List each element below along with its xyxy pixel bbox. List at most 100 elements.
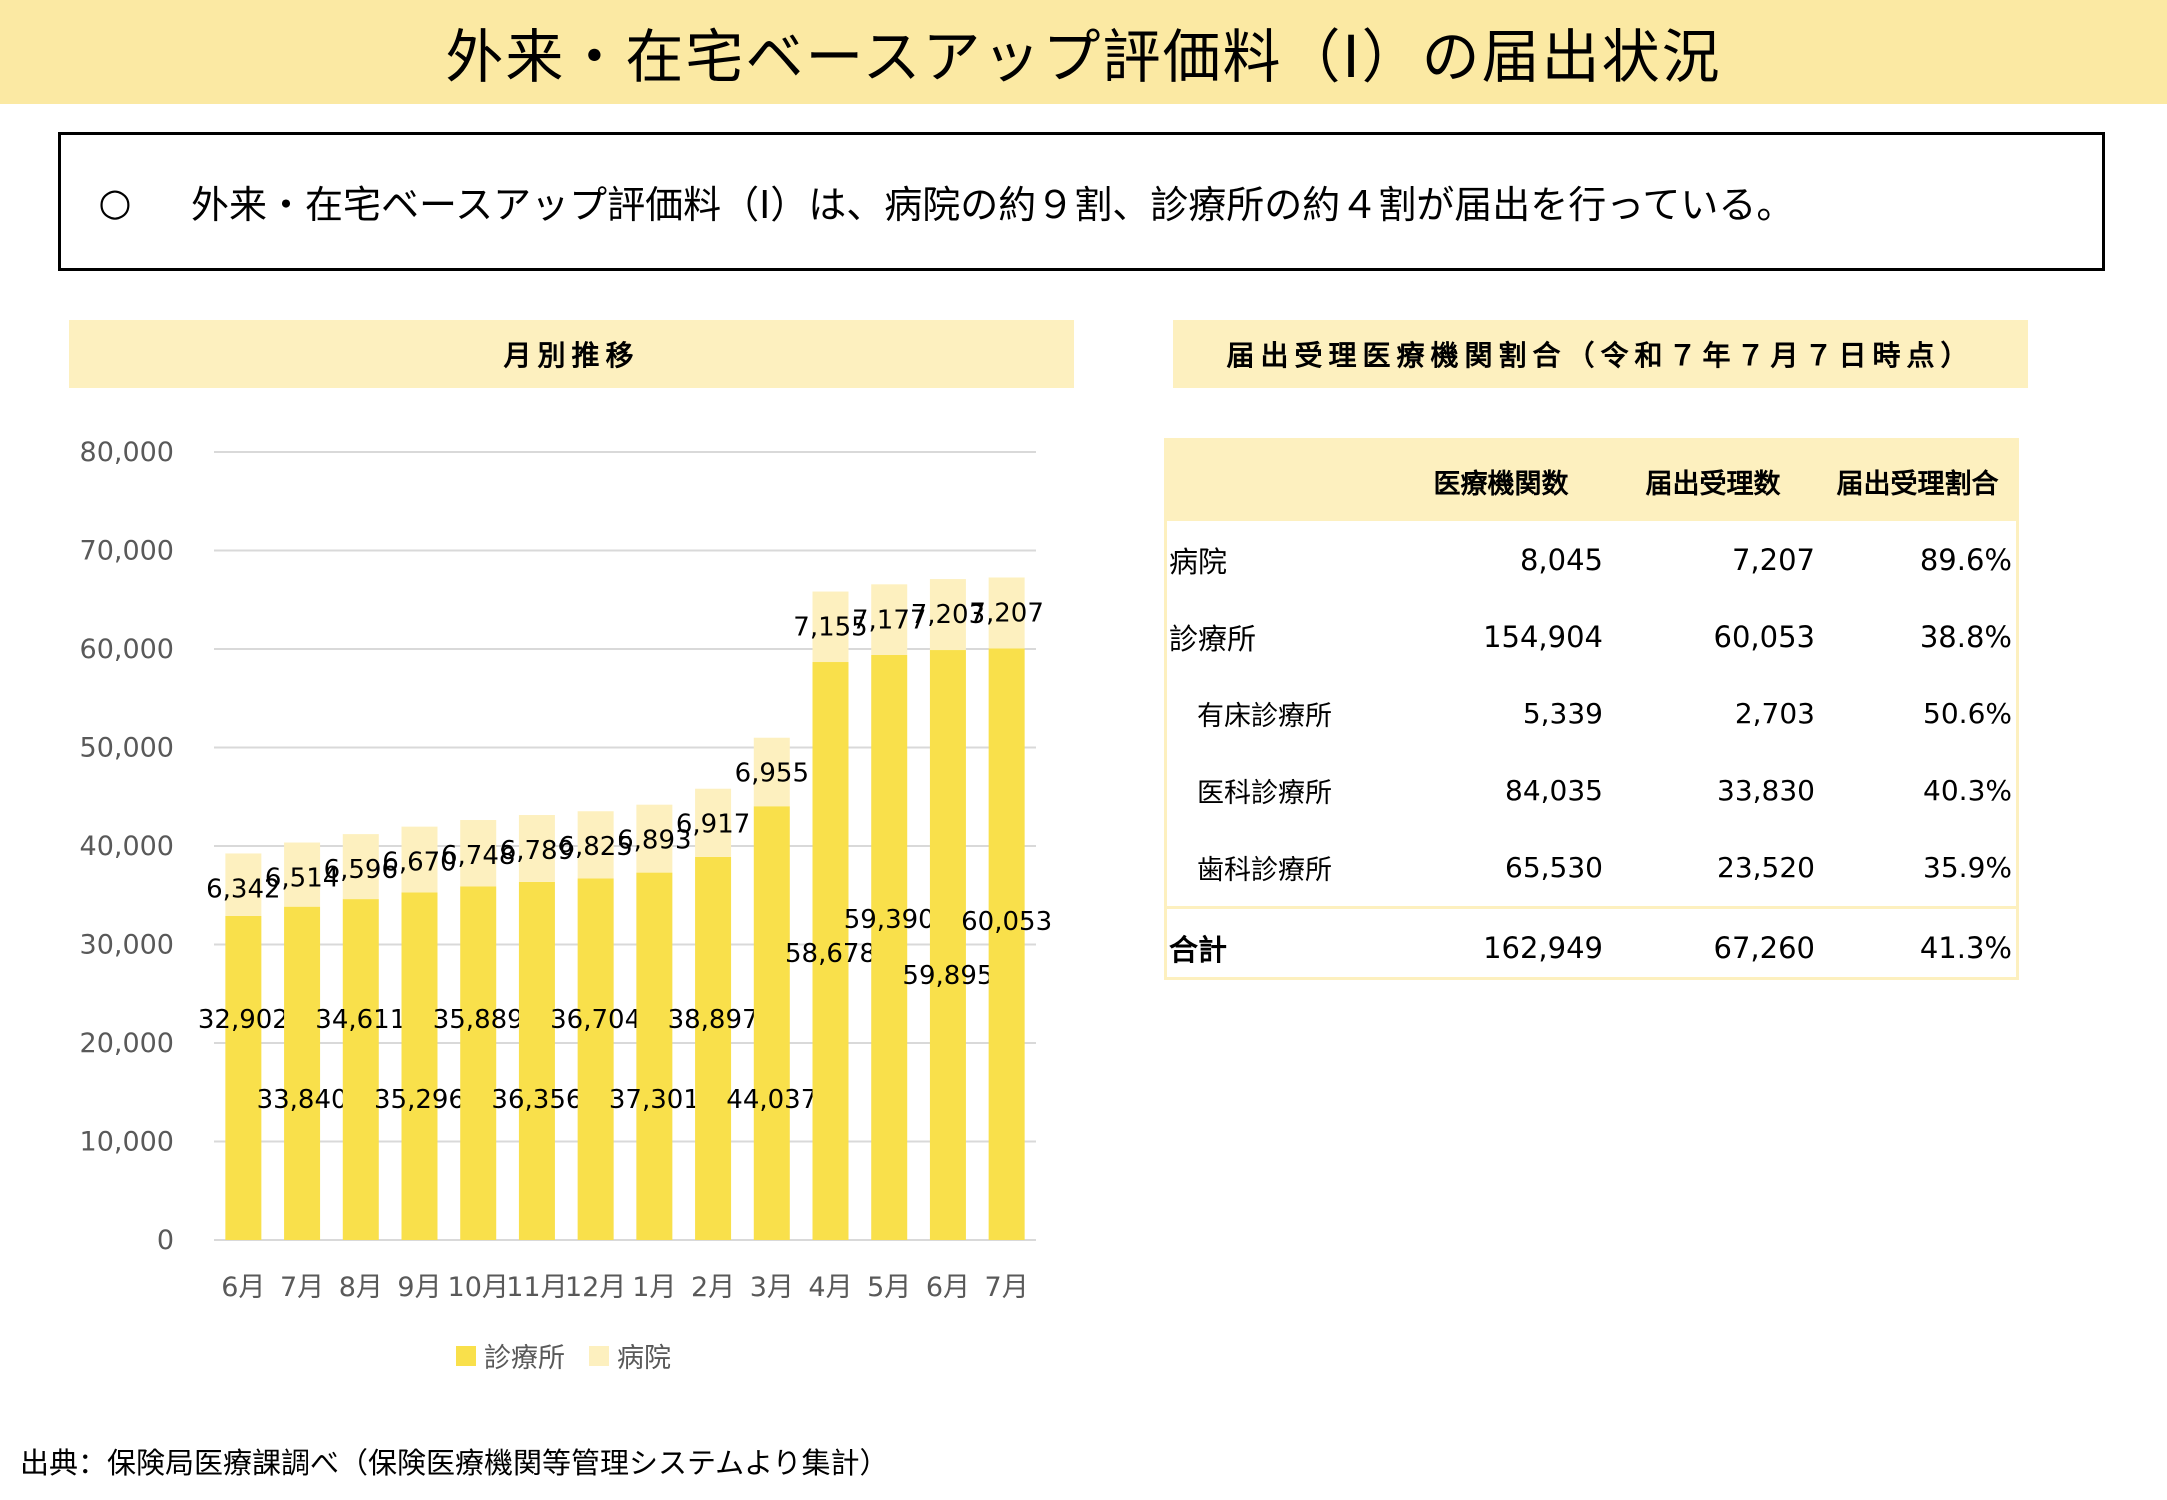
x-tick-label: 6月 bbox=[926, 1272, 970, 1303]
table-row: 病院 8,045 7,207 89.6% bbox=[1167, 521, 2016, 598]
chart-legend: 診療所 病院 bbox=[456, 1336, 695, 1375]
y-tick-label: 40,000 bbox=[80, 831, 174, 862]
data-label-clinic: 37,301 bbox=[609, 1085, 700, 1115]
bar-hospital bbox=[929, 579, 966, 651]
data-label-clinic: 36,704 bbox=[550, 1005, 641, 1035]
bar-clinic bbox=[929, 650, 966, 1240]
x-tick-label: 1月 bbox=[632, 1272, 676, 1303]
bar-hospital bbox=[636, 804, 673, 873]
accepted-ratio: 40.3% bbox=[1923, 774, 2012, 807]
column-header: 医療機関数 bbox=[1395, 441, 1607, 521]
data-label-hospital: 7,207 bbox=[969, 598, 1043, 628]
row-name: 合計 bbox=[1167, 906, 1395, 986]
bar-hospital bbox=[284, 842, 321, 907]
data-label-hospital: 7,203 bbox=[911, 600, 985, 630]
bar-hospital bbox=[460, 820, 497, 887]
accepted-count: 67,260 bbox=[1607, 906, 1819, 986]
bar-hospital bbox=[695, 788, 732, 857]
bar-clinic bbox=[871, 655, 908, 1240]
bar-clinic bbox=[284, 906, 321, 1240]
data-label-hospital: 6,789 bbox=[500, 836, 574, 866]
data-label-hospital: 6,955 bbox=[735, 759, 809, 789]
bar-clinic bbox=[577, 878, 614, 1240]
data-label-clinic: 59,390 bbox=[844, 905, 935, 935]
table-row: 有床診療所 5,339 2,703 50.6% bbox=[1167, 675, 2016, 752]
row-name: 病院 bbox=[1169, 544, 1228, 579]
x-tick-label: 10月 bbox=[448, 1272, 509, 1303]
table-section-header: 届出受理医療機関割合（令和７年７月７日時点） bbox=[1173, 320, 2028, 388]
table-row: 診療所 154,904 60,053 38.8% bbox=[1167, 598, 2016, 675]
bar-hospital bbox=[577, 811, 614, 879]
bar-hospital bbox=[401, 826, 438, 893]
x-tick-label: 3月 bbox=[750, 1272, 794, 1303]
x-tick-label: 8月 bbox=[339, 1272, 383, 1303]
data-label-clinic: 44,037 bbox=[726, 1085, 817, 1115]
data-label-hospital: 6,748 bbox=[441, 841, 515, 871]
summary-box: ○ 外来・在宅ベースアップ評価料（Ⅰ）は、病院の約９割、診療所の約４割が届出を行… bbox=[58, 132, 2105, 271]
bar-hospital bbox=[812, 591, 849, 663]
y-tick-label: 70,000 bbox=[80, 536, 174, 567]
page-title: 外来・在宅ベースアップ評価料（Ⅰ）の届出状況 bbox=[445, 23, 1722, 91]
accepted-ratio: 35.9% bbox=[1923, 851, 2012, 884]
accepted-count: 33,830 bbox=[1717, 774, 1815, 807]
y-tick-label: 10,000 bbox=[80, 1127, 174, 1158]
x-tick-label: 2月 bbox=[691, 1272, 735, 1303]
data-label-clinic: 35,296 bbox=[374, 1085, 465, 1115]
data-label-hospital: 6,825 bbox=[558, 832, 632, 862]
accepted-ratio: 38.8% bbox=[1919, 619, 2012, 654]
facility-count: 65,530 bbox=[1505, 851, 1603, 884]
row-name: 診療所 bbox=[1169, 621, 1257, 656]
bar-hospital bbox=[225, 853, 262, 916]
source-note: 出典：保険局医療課調べ（保険医療機関等管理システムより集計） bbox=[20, 1446, 889, 1480]
data-label-hospital: 6,670 bbox=[382, 848, 456, 878]
facility-count: 162,949 bbox=[1395, 906, 1607, 986]
data-label-clinic: 34,611 bbox=[315, 1005, 406, 1035]
data-label-clinic: 38,897 bbox=[668, 1005, 759, 1035]
summary-bullet: ○ bbox=[98, 179, 132, 224]
data-label-hospital: 7,155 bbox=[793, 613, 867, 643]
bar-clinic bbox=[460, 886, 497, 1240]
data-label-clinic: 58,678 bbox=[785, 939, 876, 969]
data-label-clinic: 36,356 bbox=[491, 1085, 582, 1115]
legend-item-hospital: 病院 bbox=[589, 1336, 671, 1375]
data-label-clinic: 32,902 bbox=[198, 1005, 289, 1035]
data-label-clinic: 60,053 bbox=[961, 907, 1052, 937]
summary-text: 外来・在宅ベースアップ評価料（Ⅰ）は、病院の約９割、診療所の約４割が届出を行って… bbox=[191, 183, 1795, 227]
facility-table-wrap: 医療機関数 届出受理数 届出受理割合 病院 8,045 7,207 89.6% … bbox=[1164, 438, 2019, 986]
table-total-row: 合計 162,949 67,260 41.3% bbox=[1167, 906, 2016, 986]
data-label-clinic: 33,840 bbox=[257, 1085, 348, 1115]
column-header: 届出受理数 bbox=[1607, 441, 1819, 521]
data-label-hospital: 6,342 bbox=[206, 874, 280, 904]
row-name: 歯科診療所 bbox=[1197, 855, 1332, 886]
bar-hospital bbox=[753, 737, 790, 807]
data-label-hospital: 6,514 bbox=[265, 864, 339, 894]
table-row: 医科診療所 84,035 33,830 40.3% bbox=[1167, 752, 2016, 829]
x-tick-label: 5月 bbox=[867, 1272, 911, 1303]
data-label-clinic: 35,889 bbox=[433, 1005, 524, 1035]
x-tick-label: 7月 bbox=[985, 1272, 1029, 1303]
accepted-ratio: 50.6% bbox=[1923, 697, 2012, 730]
bar-hospital bbox=[342, 834, 379, 900]
table-header-row: 医療機関数 届出受理数 届出受理割合 bbox=[1167, 441, 2016, 521]
y-tick-label: 50,000 bbox=[80, 733, 174, 764]
table-row: 歯科診療所 65,530 23,520 35.9% bbox=[1167, 829, 2016, 908]
accepted-count: 2,703 bbox=[1734, 697, 1815, 730]
accepted-ratio: 89.6% bbox=[1919, 542, 2012, 577]
facility-count: 84,035 bbox=[1505, 774, 1603, 807]
data-label-clinic: 59,895 bbox=[902, 961, 993, 991]
bar-clinic bbox=[695, 856, 732, 1240]
x-tick-label: 7月 bbox=[280, 1272, 324, 1303]
monthly-trend-chart: 0 10,000 20,000 30,000 40,000 50,000 60,000 70,… bbox=[80, 437, 1053, 1303]
bar-clinic bbox=[812, 662, 849, 1240]
data-label-hospital: 6,596 bbox=[324, 855, 398, 885]
accepted-count: 7,207 bbox=[1731, 542, 1815, 577]
column-header: 届出受理割合 bbox=[1819, 441, 2016, 521]
accepted-ratio: 41.3% bbox=[1819, 906, 2016, 986]
accepted-count: 23,520 bbox=[1717, 851, 1815, 884]
facility-count: 154,904 bbox=[1483, 619, 1603, 654]
legend-swatch-clinic bbox=[456, 1345, 476, 1366]
x-tick-label: 12月 bbox=[565, 1272, 626, 1303]
bar-hospital bbox=[871, 584, 908, 656]
y-tick-label: 30,000 bbox=[80, 930, 174, 961]
bar-clinic bbox=[636, 872, 673, 1240]
